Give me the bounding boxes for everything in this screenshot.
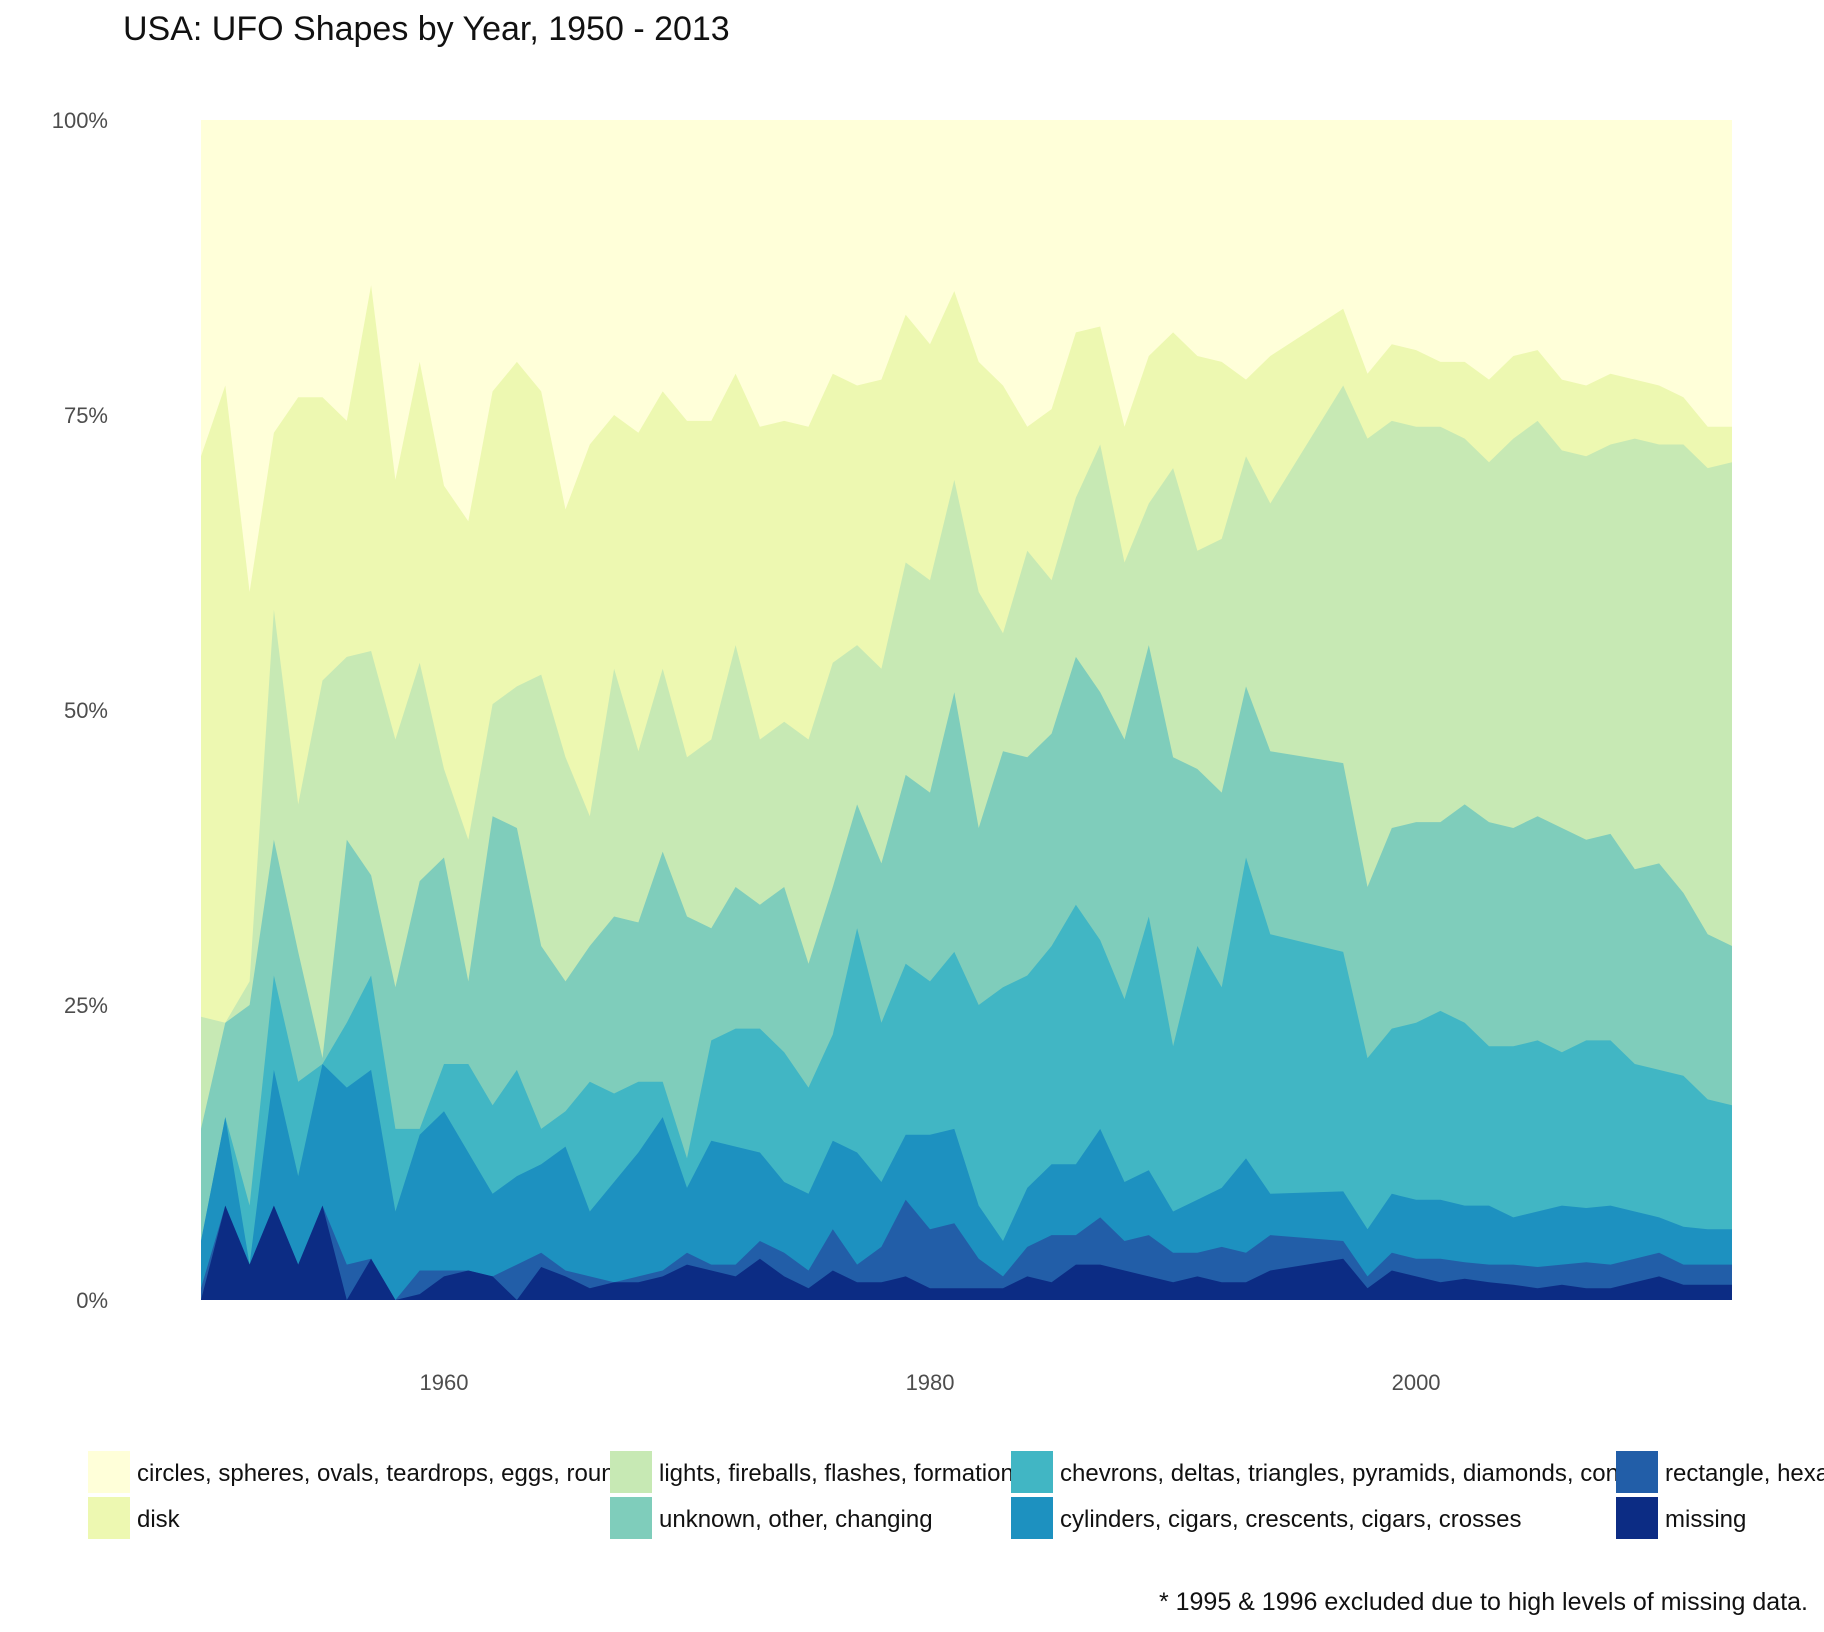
legend-item-chevrons: chevrons, deltas, triangles, pyramids, d… xyxy=(1011,1451,1644,1493)
legend-label: missing xyxy=(1665,1506,1746,1533)
legend-label: lights, fireballs, flashes, formations xyxy=(659,1460,1026,1487)
legend-label: rectangle, hexag xyxy=(1665,1460,1824,1487)
legend: circles, spheres, ovals, teardrops, eggs… xyxy=(88,1451,1824,1539)
area-missing xyxy=(201,1205,1732,1300)
legend-swatch xyxy=(1616,1451,1658,1493)
legend-item-missing: missing xyxy=(1616,1497,1746,1539)
y-axis-ticks: 0% 25% 50% 75% 100% xyxy=(52,108,108,1313)
legend-item-cylinders: cylinders, cigars, crescents, cigars, cr… xyxy=(1011,1497,1521,1539)
footnote: * 1995 & 1996 excluded due to high level… xyxy=(1159,1588,1808,1616)
chart-title: USA: UFO Shapes by Year, 1950 - 2013 xyxy=(123,10,730,48)
legend-swatch xyxy=(610,1497,652,1539)
legend-item-unknown: unknown, other, changing xyxy=(610,1497,933,1539)
area-chevrons xyxy=(201,857,1732,1300)
legend-label: unknown, other, changing xyxy=(659,1506,933,1533)
x-tick-label: 2000 xyxy=(1392,1370,1441,1395)
x-axis-ticks: 1960 1980 2000 xyxy=(420,1370,1441,1395)
y-tick-label: 75% xyxy=(64,403,108,428)
legend-swatch xyxy=(88,1451,130,1493)
x-tick-label: 1960 xyxy=(420,1370,469,1395)
legend-label: disk xyxy=(137,1506,181,1533)
legend-item-disk: disk xyxy=(88,1497,181,1539)
stacked-areas xyxy=(201,120,1732,1300)
legend-swatch xyxy=(1011,1497,1053,1539)
legend-swatch xyxy=(610,1451,652,1493)
legend-item-circles: circles, spheres, ovals, teardrops, eggs… xyxy=(88,1451,628,1493)
legend-item-rectangle: rectangle, hexag xyxy=(1616,1451,1824,1493)
legend-item-lights: lights, fireballs, flashes, formations xyxy=(610,1451,1026,1493)
legend-label: circles, spheres, ovals, teardrops, eggs… xyxy=(137,1460,628,1487)
x-tick-label: 1980 xyxy=(906,1370,955,1395)
y-tick-label: 25% xyxy=(64,993,108,1018)
legend-swatch xyxy=(1616,1497,1658,1539)
legend-label: cylinders, cigars, crescents, cigars, cr… xyxy=(1060,1506,1521,1533)
legend-swatch xyxy=(1011,1451,1053,1493)
legend-label: chevrons, deltas, triangles, pyramids, d… xyxy=(1060,1460,1644,1487)
y-tick-label: 100% xyxy=(52,108,108,133)
area-cylinders xyxy=(201,1064,1732,1300)
y-tick-label: 0% xyxy=(76,1288,108,1313)
legend-swatch xyxy=(88,1497,130,1539)
y-tick-label: 50% xyxy=(64,698,108,723)
